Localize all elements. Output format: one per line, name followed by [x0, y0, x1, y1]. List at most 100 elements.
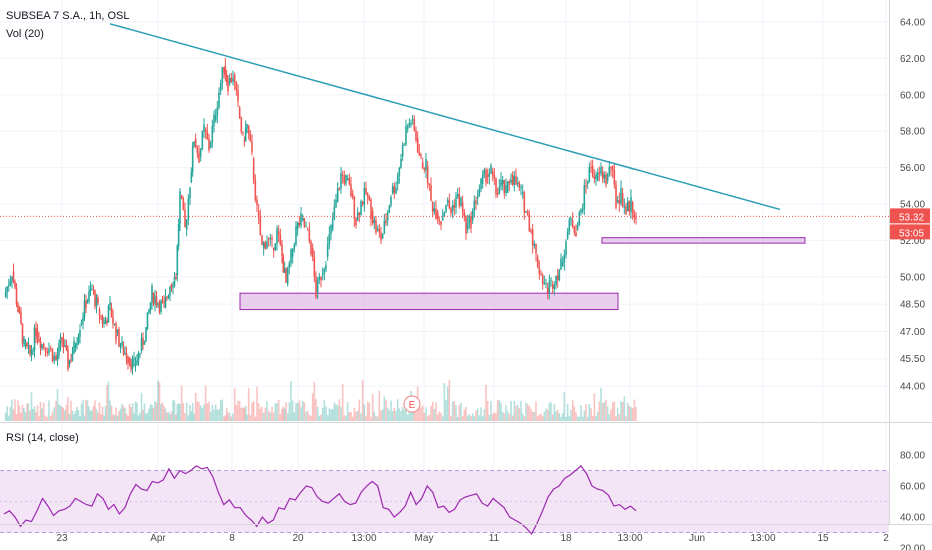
- volume-bar: [488, 414, 491, 421]
- volume-bar: [338, 399, 341, 421]
- candle: [235, 81, 238, 96]
- candle-body: [591, 165, 594, 177]
- candle-body: [551, 284, 554, 289]
- candle-body: [140, 338, 143, 352]
- resistance-zone[interactable]: [601, 237, 806, 244]
- candle-body: [119, 345, 122, 347]
- candle-body: [196, 148, 199, 153]
- volume-bar: [184, 413, 186, 421]
- volume-bar: [516, 404, 519, 421]
- candle: [323, 267, 326, 281]
- volume-bar: [131, 403, 134, 421]
- volume-bar: [82, 399, 84, 421]
- candle-body: [520, 187, 522, 189]
- volume-bar: [86, 400, 89, 421]
- candle-body: [526, 211, 529, 215]
- candle-body: [92, 289, 95, 291]
- candle-body: [423, 168, 426, 171]
- time-tick-label: 13:00: [750, 533, 775, 544]
- candle-body: [561, 262, 564, 266]
- candle-body: [313, 257, 316, 277]
- candle: [306, 227, 309, 231]
- candle: [279, 228, 282, 247]
- candle-body: [246, 124, 248, 129]
- candle-body: [346, 178, 349, 181]
- candle-body: [560, 258, 562, 270]
- volume-bar: [17, 400, 19, 421]
- volume-bar: [172, 399, 174, 421]
- candle-body: [305, 226, 307, 228]
- candle-body: [348, 178, 351, 185]
- candle: [290, 248, 292, 267]
- volume-bar: [496, 400, 499, 421]
- volume-bar: [508, 414, 511, 421]
- volume-bar: [341, 383, 344, 421]
- candle: [130, 358, 132, 373]
- candle-body: [436, 211, 439, 221]
- candle: [182, 196, 185, 211]
- candle: [456, 188, 459, 199]
- candle: [164, 288, 167, 309]
- candle: [187, 194, 190, 226]
- candle-body: [418, 152, 421, 156]
- time-axis[interactable]: 23 Apr 8 20 13:00 May 11 18 13:00 Jun 13:00 15 2: [56, 533, 889, 544]
- candle-body: [410, 122, 412, 124]
- volume-bar: [353, 407, 356, 421]
- candle: [58, 339, 60, 360]
- candle-body: [55, 355, 57, 361]
- candle-body: [521, 192, 524, 194]
- volume-bar: [55, 400, 57, 421]
- volume-bar: [8, 415, 10, 421]
- volume-bar: [136, 402, 138, 421]
- volume-bar: [600, 387, 602, 421]
- candle: [488, 168, 491, 185]
- candle-body: [351, 193, 354, 197]
- candle-body: [566, 231, 569, 239]
- support-zone[interactable]: [239, 292, 619, 311]
- volume-bar: [630, 406, 632, 421]
- candle: [533, 240, 536, 249]
- volume-bar: [331, 408, 334, 421]
- volume-bar: [595, 415, 597, 421]
- candle: [128, 356, 131, 367]
- volume-bar: [306, 410, 309, 421]
- price-tick-label: 54.00: [900, 200, 925, 211]
- volume-bar: [293, 412, 296, 421]
- volume-bar: [95, 409, 98, 421]
- candle-body: [225, 75, 228, 82]
- price-axis[interactable]: 64.00 62.00 60.00 58.00 56.00 54.00 52.00 50.00…: [900, 18, 925, 393]
- volume-bar: [296, 403, 299, 421]
- volume-bar: [348, 412, 351, 421]
- candle: [95, 293, 98, 314]
- candle: [46, 347, 49, 357]
- rsi-axis[interactable]: 80.00 60.00 40.00 20.00: [900, 451, 925, 550]
- volume-bar: [161, 402, 164, 421]
- candle: [600, 162, 602, 177]
- candle-body: [232, 78, 234, 82]
- candle: [277, 225, 280, 243]
- candle: [420, 152, 422, 160]
- candle-body: [216, 107, 219, 116]
- volume-bar: [420, 407, 422, 421]
- candle: [213, 110, 215, 133]
- candle-body: [30, 350, 33, 356]
- candle: [528, 210, 531, 233]
- candle: [458, 186, 461, 209]
- candle-body: [155, 296, 158, 306]
- volume-bar: [586, 416, 589, 421]
- earnings-marker[interactable]: E: [403, 395, 421, 413]
- volume-bar: [438, 411, 441, 421]
- candle-body: [625, 206, 627, 215]
- descending-trendline[interactable]: [109, 23, 781, 211]
- volume-bar: [142, 409, 144, 421]
- volume-bar: [48, 400, 50, 421]
- candle-body: [209, 141, 212, 148]
- volume-bar: [189, 404, 191, 421]
- candle: [370, 197, 372, 227]
- candle: [446, 197, 449, 207]
- volume-bar: [456, 416, 459, 421]
- candle-body: [596, 172, 599, 181]
- candle-body: [158, 302, 161, 312]
- volume-bar: [15, 414, 18, 421]
